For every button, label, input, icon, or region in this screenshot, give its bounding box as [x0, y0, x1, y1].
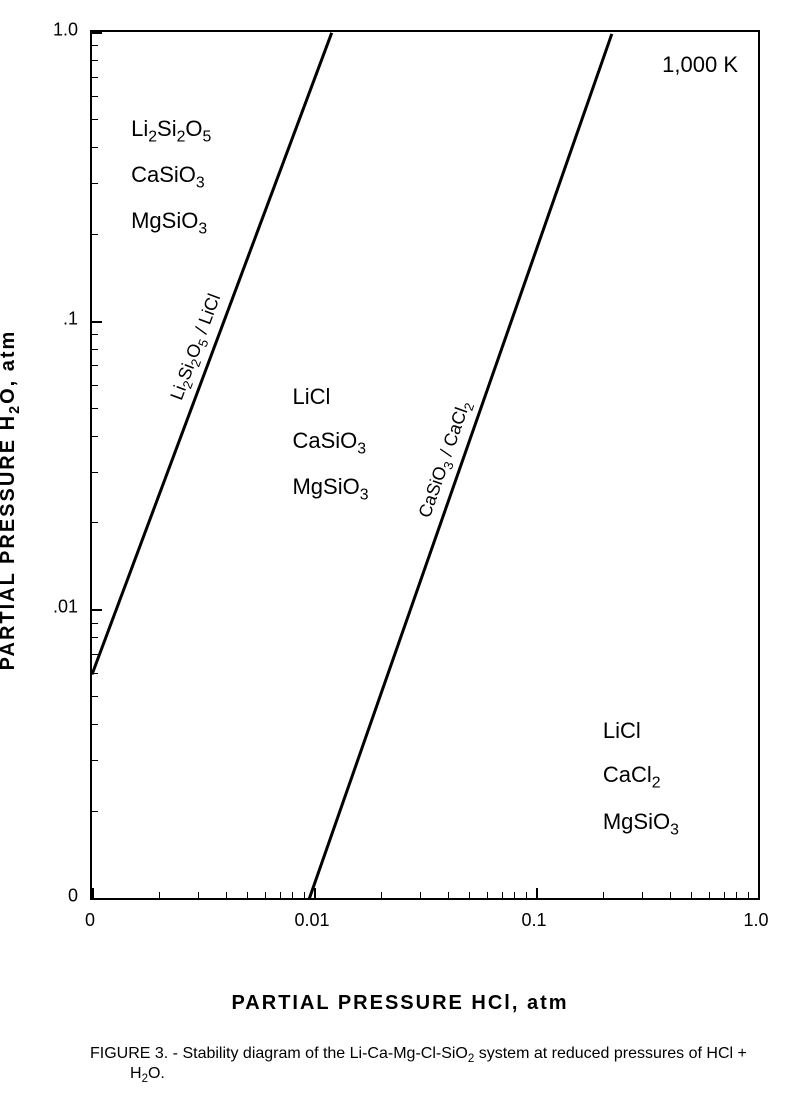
y-minortick [92, 365, 98, 366]
x-minortick [514, 892, 515, 898]
x-minortick [487, 892, 488, 898]
x-minortick [603, 892, 604, 898]
x-minortick [709, 892, 710, 898]
y-minortick [92, 522, 98, 523]
x-minortick [198, 892, 199, 898]
x-minortick [526, 892, 527, 898]
x-tick-label: 0.1 [521, 910, 546, 931]
plot-wrap: PARTIAL PRESSURE H2O, atm 1,000 K Li2Si2… [20, 20, 780, 980]
y-minortick [92, 45, 98, 46]
y-minortick [92, 696, 98, 697]
y-minortick [92, 96, 98, 97]
x-axis-label: PARTIAL PRESSURE HCl, atm [20, 992, 780, 1015]
y-minortick [92, 334, 98, 335]
y-minortick [92, 408, 98, 409]
region-middle: LiClCaSiO3MgSiO3 [292, 375, 368, 511]
y-minortick [92, 349, 98, 350]
x-minortick [280, 892, 281, 898]
y-minortick [92, 119, 98, 120]
x-minortick [381, 892, 382, 898]
x-tick [536, 888, 538, 900]
x-minortick [469, 892, 470, 898]
y-tick-label: .01 [53, 597, 78, 618]
y-minortick [92, 60, 98, 61]
x-tick-label: 1.0 [743, 910, 768, 931]
y-tick-label: .1 [63, 308, 78, 329]
x-minortick [247, 892, 248, 898]
plot-area: 1,000 K Li2Si2O5 / LiClCaSiO3 / CaCl2Li2… [90, 30, 760, 900]
x-minortick [748, 892, 749, 898]
x-tick-label: 0 [85, 910, 95, 931]
x-minortick [226, 892, 227, 898]
y-tick [90, 898, 102, 900]
x-minortick [502, 892, 503, 898]
y-minortick [92, 811, 98, 812]
y-minortick [92, 234, 98, 235]
y-minortick [92, 385, 98, 386]
region-upper-left: Li2Si2O5CaSiO3MgSiO3 [131, 107, 211, 245]
y-minortick [92, 183, 98, 184]
y-minortick [92, 472, 98, 473]
x-minortick [292, 892, 293, 898]
y-minortick [92, 623, 98, 624]
x-tick [314, 888, 316, 900]
x-tick [758, 888, 760, 900]
x-minortick [736, 892, 737, 898]
region-lower-right: LiClCaCl2MgSiO3 [603, 709, 679, 845]
y-minortick [92, 436, 98, 437]
x-minortick [159, 892, 160, 898]
x-minortick [304, 892, 305, 898]
boundary-Li2Si2O5_LiCl [91, 33, 333, 675]
x-minortick [724, 892, 725, 898]
y-tick-label: 1.0 [53, 20, 78, 41]
y-tick [90, 321, 102, 323]
x-minortick [265, 892, 266, 898]
y-minortick [92, 637, 98, 638]
y-minortick [92, 760, 98, 761]
y-minortick [92, 724, 98, 725]
x-minortick [691, 892, 692, 898]
y-tick-label: 0 [68, 886, 78, 907]
x-minortick [420, 892, 421, 898]
caption-text: Stability diagram of the Li-Ca-Mg-Cl-SiO… [130, 1045, 747, 1082]
x-minortick [670, 892, 671, 898]
caption-prefix: FIGURE 3. - [90, 1045, 182, 1062]
x-minortick [642, 892, 643, 898]
y-minortick [92, 147, 98, 148]
temperature-label: 1,000 K [662, 52, 738, 78]
figure-container: PARTIAL PRESSURE H2O, atm 1,000 K Li2Si2… [20, 20, 780, 1085]
y-minortick [92, 77, 98, 78]
y-tick [90, 609, 102, 611]
x-minortick [448, 892, 449, 898]
x-tick-label: 0.01 [294, 910, 329, 931]
y-tick [90, 32, 102, 34]
y-axis-label: PARTIAL PRESSURE H2O, atm [0, 330, 23, 671]
figure-caption: FIGURE 3. - Stability diagram of the Li-… [90, 1045, 760, 1085]
